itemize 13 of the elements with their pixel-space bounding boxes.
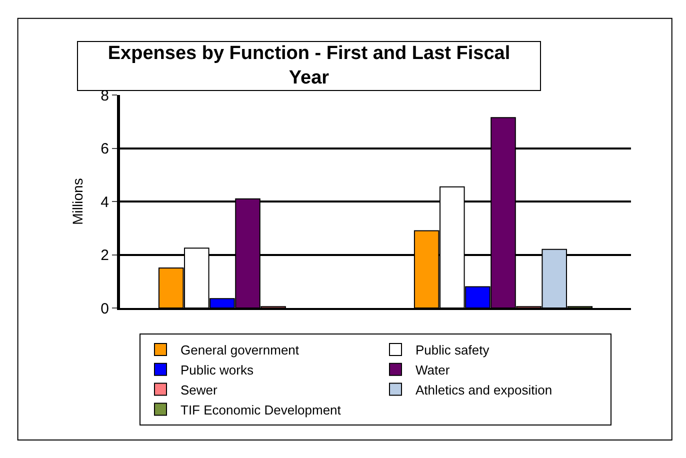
chart-title: Expenses by Function - First and Last Fiscal Year	[108, 43, 510, 89]
legend-label: Sewer	[180, 382, 218, 398]
legend-label: General government	[180, 342, 300, 358]
legend-label: Public works	[180, 362, 254, 378]
y-tick-label: 6	[100, 140, 109, 158]
y-tick-label: 2	[100, 247, 109, 264]
legend-label: Athletics and exposition	[416, 382, 552, 398]
y-tick-label: 0	[100, 300, 109, 318]
y-axis-title: Millions	[69, 178, 86, 225]
y-tick-label: 4	[100, 194, 109, 211]
legend-label: Public safety	[416, 342, 490, 358]
legend-label: Water	[416, 362, 450, 378]
legend-label: TIF Economic Development	[180, 402, 342, 418]
